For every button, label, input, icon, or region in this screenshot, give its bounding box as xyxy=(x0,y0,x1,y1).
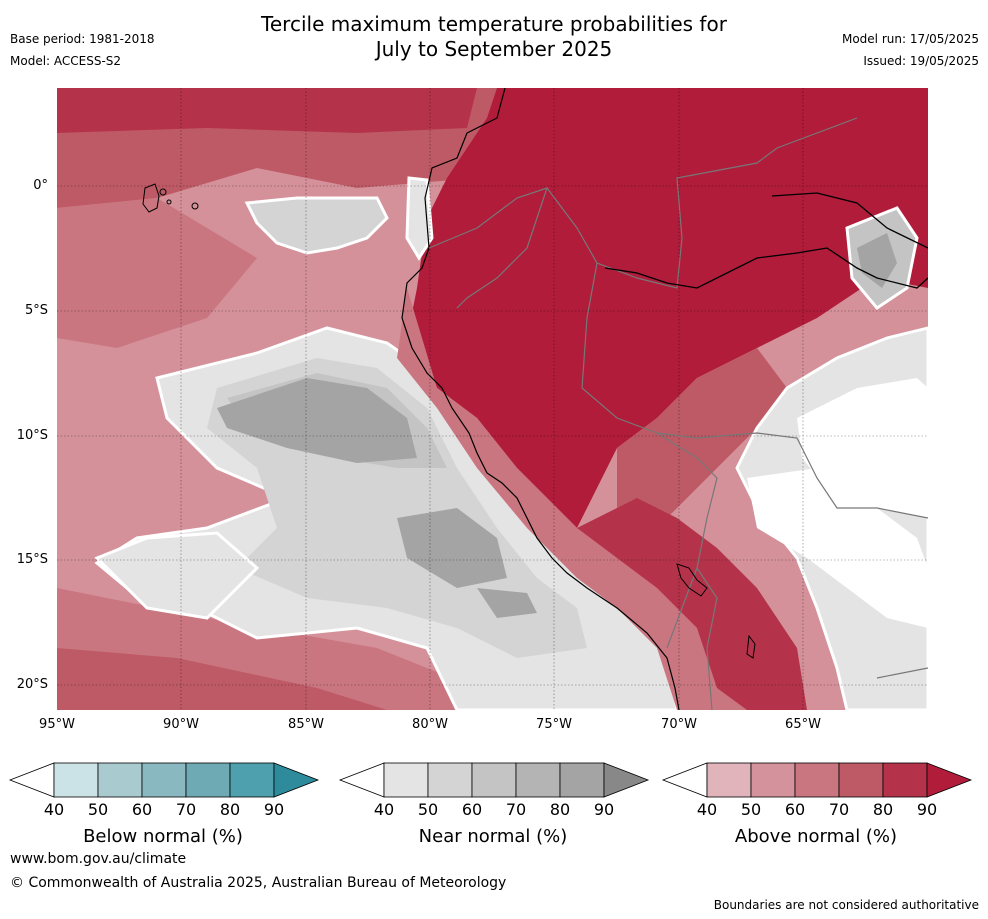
legend-above-tick: 40 xyxy=(696,800,718,819)
legend-color-box xyxy=(794,762,840,798)
legend-color-box xyxy=(97,762,143,798)
coast-near-normal-patch xyxy=(405,176,434,261)
legend-near-tick: 50 xyxy=(417,800,439,819)
legend-near-tick: 90 xyxy=(593,800,615,819)
lon-label-80w: 80°W xyxy=(412,717,448,732)
legend-below-tick: 50 xyxy=(87,800,109,819)
legend-color-box xyxy=(750,762,796,798)
lon-label-95w: 95°W xyxy=(39,717,75,732)
legend-above-tick: 70 xyxy=(828,800,850,819)
legend-below-normal-bar xyxy=(8,762,320,798)
legend-near-tick: 80 xyxy=(549,800,571,819)
probability-map xyxy=(57,88,928,710)
legend-color-box xyxy=(471,762,517,798)
near-normal-core-3 xyxy=(397,508,507,588)
legend-below-normal-title: Below normal (%) xyxy=(83,826,243,847)
galapagos-islands xyxy=(142,183,199,213)
chile-bolivia-border xyxy=(696,567,718,710)
legend-color-box xyxy=(383,762,429,798)
model-run: Model run: 17/05/2025 xyxy=(841,32,979,46)
legend-above-tick: 50 xyxy=(740,800,762,819)
copyright-notice: © Commonwealth of Australia 2025, Austra… xyxy=(10,875,507,891)
legend-color-box xyxy=(515,762,561,798)
legend-color-box xyxy=(427,762,473,798)
website-link[interactable]: www.bom.gov.au/climate xyxy=(10,851,187,867)
base-period: Base period: 1981-2018 xyxy=(10,32,155,46)
legend-high-extend xyxy=(926,762,973,798)
legend-below-tick: 90 xyxy=(263,800,285,819)
legend-near-tick: 40 xyxy=(373,800,395,819)
meta-left: Base period: 1981-2018 Model: ACCESS-S2 xyxy=(10,28,155,72)
north-ocean-dark xyxy=(57,88,477,133)
ecuador-peru-border xyxy=(428,187,548,309)
amazon-river-north xyxy=(771,192,928,249)
title-line-2: July to September 2025 xyxy=(375,37,613,61)
near-normal-core-2 xyxy=(217,378,417,463)
colombia-border xyxy=(546,117,858,289)
peru-brazil-border xyxy=(581,262,718,649)
legend-near-tick: 70 xyxy=(505,800,527,819)
land-above-normal-core xyxy=(407,88,928,528)
legend-below-tick: 40 xyxy=(43,800,65,819)
legend-near-normal-title: Near normal (%) xyxy=(418,826,568,847)
legend-low-extend xyxy=(661,762,708,798)
lon-label-65w: 65°W xyxy=(785,717,821,732)
legend-below-tick: 60 xyxy=(131,800,153,819)
legend-high-extend xyxy=(603,762,650,798)
legend-low-extend xyxy=(338,762,385,798)
lat-label-15s: 15°S xyxy=(16,552,48,567)
near-normal-southwest xyxy=(94,531,260,620)
legend-near-normal-bar xyxy=(338,762,650,798)
legend-above-normal-bar xyxy=(661,762,973,798)
legend-high-extend xyxy=(273,762,320,798)
legend-color-box xyxy=(185,762,231,798)
legend-color-box xyxy=(706,762,752,798)
legend-color-box xyxy=(882,762,928,798)
lat-label-20s: 20°S xyxy=(16,677,48,692)
lat-label-10s: 10°S xyxy=(16,428,48,443)
legend-above-normal-title: Above normal (%) xyxy=(734,826,898,847)
legend-above-tick: 80 xyxy=(872,800,894,819)
legend-above-tick: 90 xyxy=(916,800,938,819)
lat-label-0: 0° xyxy=(33,178,48,193)
boundaries-disclaimer: Boundaries are not considered authoritat… xyxy=(713,898,979,912)
near-normal-core-4 xyxy=(477,588,537,618)
legend-color-box xyxy=(838,762,884,798)
east-white-area-2 xyxy=(747,468,928,628)
amazon-river xyxy=(604,247,928,289)
near-normal-galapagos xyxy=(244,196,389,255)
lon-label-75w: 75°W xyxy=(536,717,572,732)
lat-label-5s: 5°S xyxy=(24,303,48,318)
lake-poopo xyxy=(746,634,756,659)
chart-title: Tercile maximum temperature probabilitie… xyxy=(0,12,988,62)
bolivia-border xyxy=(656,432,928,519)
legend-color-box xyxy=(141,762,187,798)
legend-below-tick: 80 xyxy=(219,800,241,819)
paraguay-border xyxy=(876,667,928,679)
coastline xyxy=(401,88,680,710)
legend-above-tick: 60 xyxy=(784,800,806,819)
model-name: Model: ACCESS-S2 xyxy=(10,54,122,68)
lon-label-90w: 90°W xyxy=(163,717,199,732)
inland-above-normal xyxy=(617,348,787,548)
lake-titicaca xyxy=(676,563,708,597)
lon-label-70w: 70°W xyxy=(661,717,697,732)
legend-near-tick: 60 xyxy=(461,800,483,819)
issued-date: Issued: 19/05/2025 xyxy=(863,54,979,68)
meta-right: Model run: 17/05/2025 Issued: 19/05/2025 xyxy=(842,28,979,72)
west-ocean-zone xyxy=(57,198,257,348)
title-line-1: Tercile maximum temperature probabilitie… xyxy=(261,12,727,36)
legend-below-tick: 70 xyxy=(175,800,197,819)
amazon-delta-core xyxy=(857,233,897,288)
legend-color-box xyxy=(53,762,99,798)
legend-color-box xyxy=(229,762,275,798)
southern-andes-above xyxy=(577,498,807,710)
legend-color-box xyxy=(559,762,605,798)
south-ocean-dark xyxy=(57,648,387,710)
legend-low-extend xyxy=(8,762,55,798)
lon-label-85w: 85°W xyxy=(288,717,324,732)
